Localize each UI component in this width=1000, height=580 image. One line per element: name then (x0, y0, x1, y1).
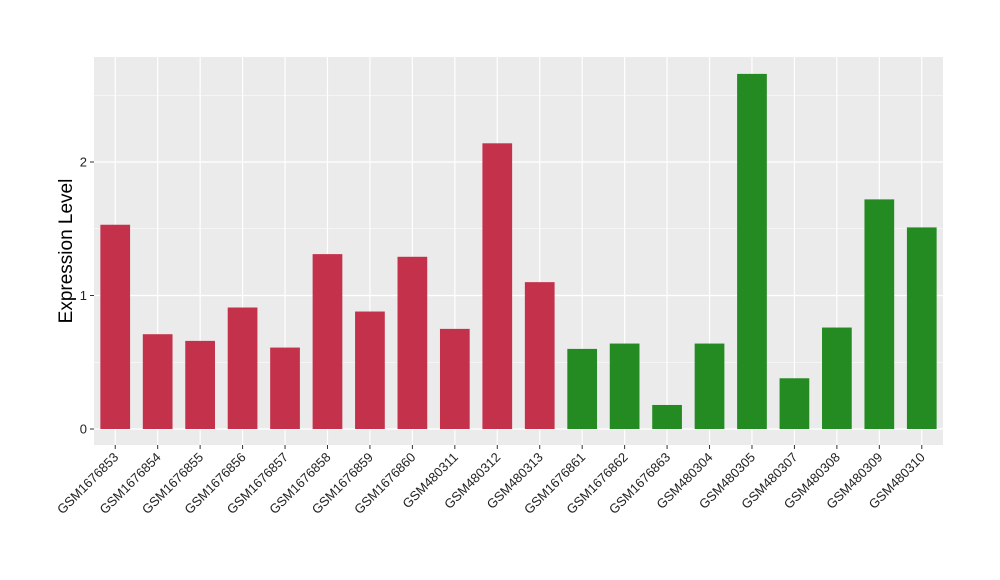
bar-GSM1676857 (270, 347, 300, 429)
bar-GSM1676856 (227, 307, 258, 429)
bar-GSM1676854 (142, 334, 173, 429)
y-tick-label: 2 (80, 155, 87, 170)
bar-GSM1676859 (355, 311, 385, 429)
bar-GSM480304 (694, 343, 725, 429)
plot-panel (94, 57, 943, 445)
bar-GSM1676853 (100, 224, 131, 429)
bar-GSM480312 (482, 143, 513, 429)
bar-GSM480305 (737, 73, 767, 429)
bar-GSM480309 (864, 199, 895, 429)
bar-GSM480313 (524, 282, 555, 429)
bar-GSM480310 (906, 227, 937, 429)
bar-GSM480311 (439, 328, 470, 429)
bar-GSM480307 (779, 378, 810, 429)
bar-GSM1676855 (185, 340, 215, 429)
bar-GSM480308 (822, 327, 852, 429)
y-axis-title: Expression Level (56, 179, 77, 324)
bar-GSM1676862 (609, 343, 640, 429)
y-tick-label: 1 (80, 288, 87, 303)
bar-GSM1676861 (567, 348, 598, 429)
bars (100, 73, 937, 429)
bar-GSM1676858 (312, 254, 343, 429)
bar-GSM1676863 (652, 404, 682, 429)
y-tick-label: 0 (80, 422, 87, 437)
bar-GSM1676860 (397, 256, 428, 429)
